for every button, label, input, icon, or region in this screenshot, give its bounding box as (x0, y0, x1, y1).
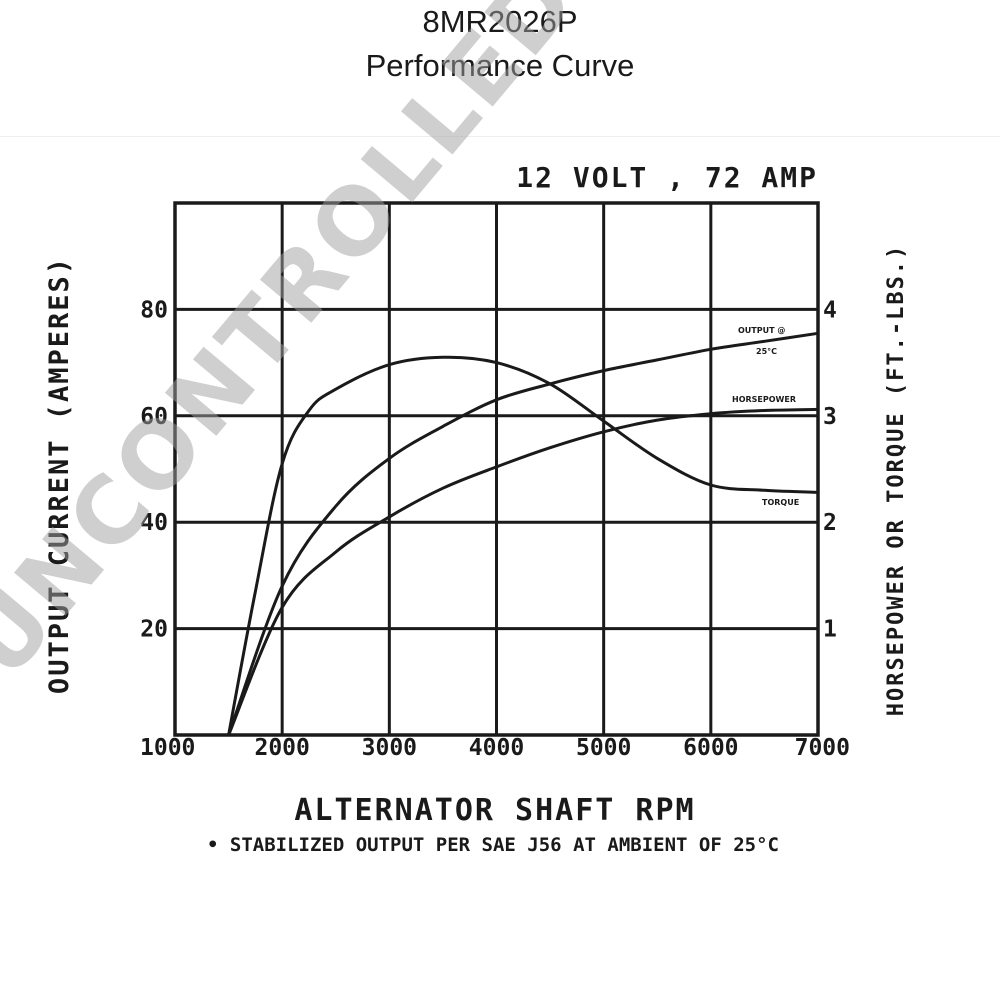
x-tick-label: 3000 (362, 735, 417, 761)
y2-tick-label: 3 (823, 404, 837, 430)
footnote: • STABILIZED OUTPUT PER SAE J56 AT AMBIE… (207, 834, 779, 856)
y2-tick-label: 2 (823, 510, 837, 536)
series-label-output: OUTPUT @ (738, 326, 785, 335)
chart-title: 12 VOLT , 72 AMP (516, 161, 818, 194)
y-tick-label: 40 (140, 510, 168, 536)
chart-grid (175, 203, 818, 735)
y-tick-label: 60 (140, 404, 168, 430)
x-axis-label: ALTERNATOR SHAFT RPM (294, 793, 695, 828)
series-label-torque: TORQUE (762, 498, 799, 507)
y2-tick-label: 4 (823, 297, 837, 323)
y2-tick-label: 1 (823, 617, 837, 643)
y-axis-label: OUTPUT CURRENT (AMPERES) (44, 256, 75, 694)
x-tick-labels: 1000 2000 3000 4000 5000 6000 7000 (140, 735, 850, 761)
series-torque (227, 355, 820, 737)
y2-axis-label: HORSEPOWER OR TORQUE (FT.-LBS.) (884, 244, 909, 717)
x-tick-label: 7000 (795, 735, 850, 761)
page-header: 8MR2026P Performance Curve (0, 0, 1000, 135)
series-output-current (227, 331, 820, 737)
series-label-horsepower: HORSEPOWER (732, 395, 796, 404)
performance-curve-title: Performance Curve (365, 48, 635, 83)
y2-tick-labels: 1 2 3 4 (823, 297, 837, 642)
series-label-output-temp: 25°C (756, 347, 777, 356)
series-layer (227, 331, 820, 737)
header-divider (0, 136, 1000, 137)
x-tick-label: 6000 (683, 735, 738, 761)
y-tick-label: 80 (140, 297, 168, 323)
x-tick-label: 1000 (140, 735, 195, 761)
x-tick-label: 4000 (469, 735, 524, 761)
x-tick-label: 2000 (254, 735, 309, 761)
plot-frame (173, 201, 820, 737)
y-tick-label: 20 (140, 617, 168, 643)
part-number: 8MR2026P (422, 4, 578, 39)
x-tick-label: 5000 (576, 735, 631, 761)
series-horsepower (227, 407, 820, 737)
y-tick-labels: 20 40 60 80 (140, 297, 168, 642)
